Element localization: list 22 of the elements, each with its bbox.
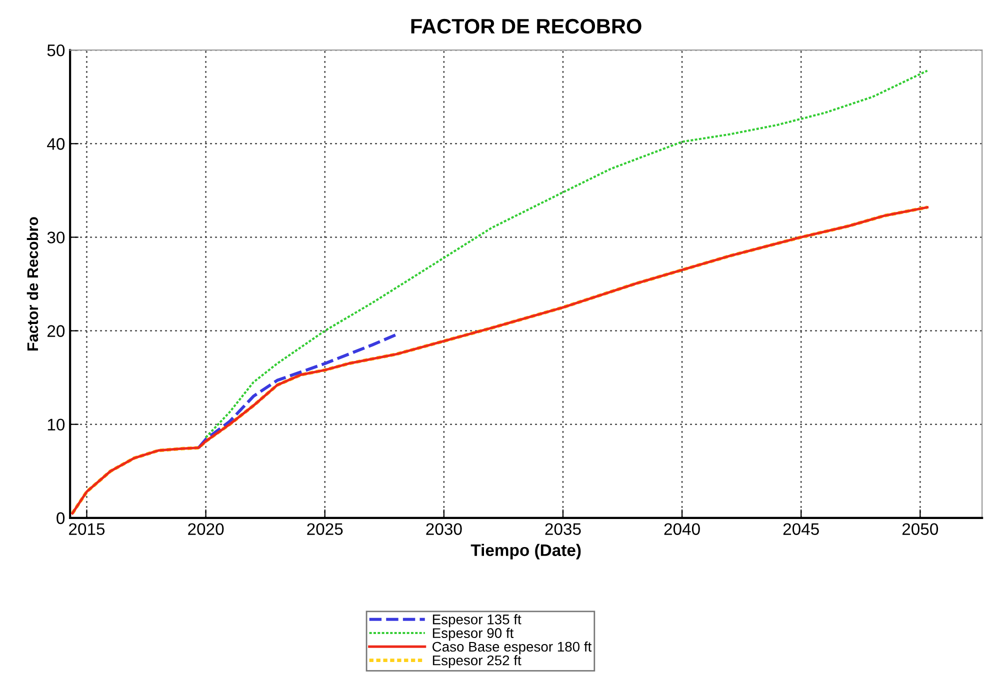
legend-label: Espesor 252 ft — [432, 655, 522, 668]
y-tick-label: 20 — [48, 325, 65, 337]
y-axis-title: Factor de Recobro — [26, 217, 38, 350]
x-tick-label: 2020 — [188, 523, 224, 536]
y-tick-label: 10 — [48, 418, 65, 431]
x-tick-label: 2040 — [664, 523, 700, 536]
legend-label: Caso Base espesor 180 ft — [432, 641, 592, 654]
chart-title: FACTOR DE RECOBRO — [411, 18, 642, 34]
y-tick-label: 50 — [47, 44, 65, 56]
y-tick-label: 30 — [47, 232, 65, 244]
x-tick-label: 2035 — [545, 523, 581, 536]
x-tick-label: 2045 — [783, 523, 819, 536]
x-tick-label: 2030 — [426, 523, 462, 536]
legend-label: Espesor 135 ft — [432, 614, 522, 628]
x-axis-title: Tiempo (Date) — [470, 544, 581, 560]
line-series — [204, 70, 928, 438]
legend-label: Espesor 90 ft — [432, 628, 514, 641]
x-tick-label: 2015 — [69, 523, 105, 536]
y-tick-label: 40 — [47, 138, 65, 150]
y-tick-label: 0 — [56, 512, 65, 524]
x-tick-label: 2050 — [902, 523, 938, 536]
x-tick-label: 2025 — [307, 523, 343, 536]
